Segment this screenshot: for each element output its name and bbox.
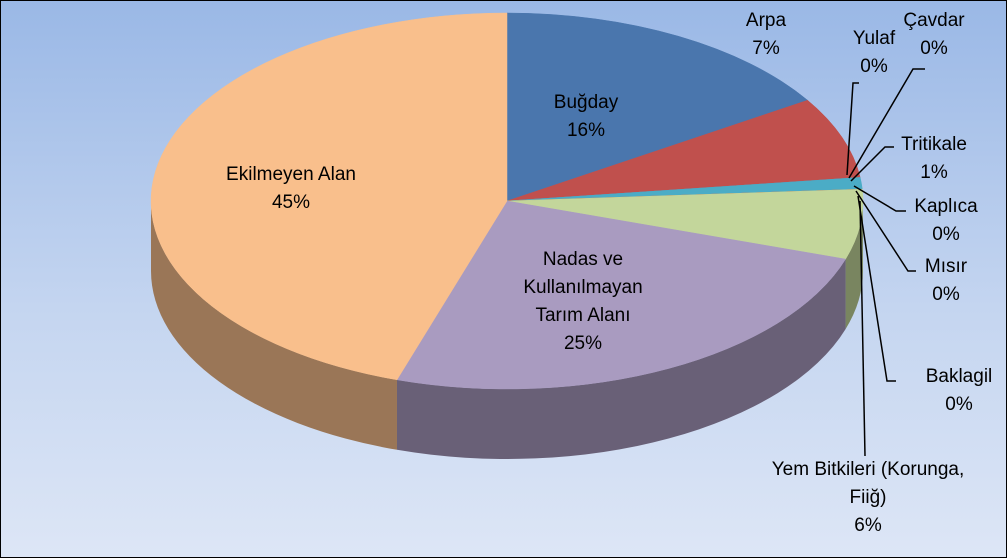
value-label: 6% xyxy=(854,515,882,536)
value-label: 0% xyxy=(932,224,960,245)
slice-side xyxy=(396,259,846,459)
slice xyxy=(150,12,508,381)
category-name: Yem Bitkileri (Korunga, Fiiğ) xyxy=(771,459,965,508)
category-name: Tritikale xyxy=(901,134,967,155)
value-label: 0% xyxy=(945,394,973,415)
leader-line xyxy=(846,82,859,176)
value-label: 0% xyxy=(860,56,888,77)
leader-line xyxy=(850,146,894,182)
data-label: Buğday 16% xyxy=(506,89,666,145)
leader-line xyxy=(857,195,896,382)
slice xyxy=(506,12,809,202)
value-label: 0% xyxy=(932,284,960,305)
category-name: Baklagil xyxy=(925,366,993,387)
value-label: 45% xyxy=(271,192,311,213)
category-name: Yulaf xyxy=(852,28,896,49)
data-label: Kaplıca 0% xyxy=(891,193,1001,249)
value-label: 7% xyxy=(752,38,780,59)
value-label: 0% xyxy=(920,38,948,59)
category-name: Ekilmeyen Alan xyxy=(226,164,356,185)
category-name: Kaplıca xyxy=(914,196,978,217)
slice xyxy=(506,99,861,202)
category-name: Arpa xyxy=(745,10,787,31)
leader-line xyxy=(848,68,925,179)
slice xyxy=(396,200,846,390)
category-name: Buğday xyxy=(553,92,619,113)
leader-lines xyxy=(846,68,925,457)
data-label: Arpa 7% xyxy=(706,7,826,63)
value-label: 16% xyxy=(566,120,606,141)
category-name: Nadas ve Kullanılmayan Tarım Alanı xyxy=(523,249,643,326)
data-label: Nadas ve Kullanılmayan Tarım Alanı 25% xyxy=(503,246,663,358)
leader-line xyxy=(855,190,916,272)
category-name: Mısır xyxy=(924,256,968,277)
value-label: 25% xyxy=(563,333,603,354)
data-label: Yem Bitkileri (Korunga, Fiiğ) 6% xyxy=(768,456,968,540)
data-label: Tritikale 1% xyxy=(874,131,994,187)
leader-line xyxy=(859,200,866,457)
leader-line xyxy=(853,185,906,212)
slice-side xyxy=(845,201,863,330)
data-label: Ekilmeyen Alan 45% xyxy=(171,161,411,217)
data-label: Çavdar 0% xyxy=(884,7,984,63)
value-label: 1% xyxy=(920,162,948,183)
data-label: Mısır 0% xyxy=(891,253,1001,309)
slice-side xyxy=(151,201,397,450)
data-label: Yulaf 0% xyxy=(829,25,919,81)
data-label: Baklagil 0% xyxy=(909,363,1006,419)
category-name: Çavdar xyxy=(903,10,965,31)
